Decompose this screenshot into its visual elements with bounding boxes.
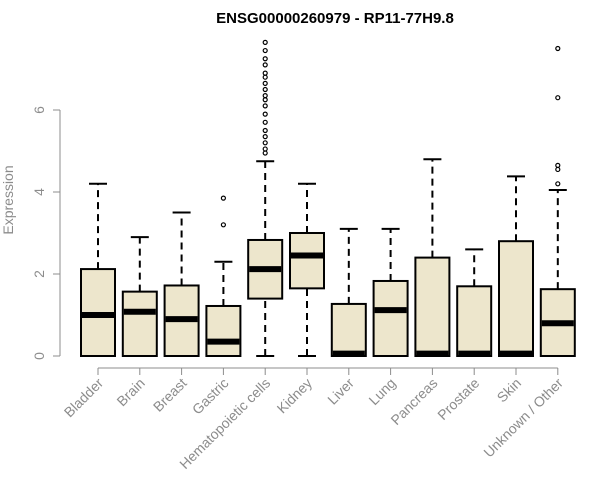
outlier-point <box>262 119 268 125</box>
box-rect <box>456 285 493 357</box>
y-tick-label: 4 <box>31 188 47 196</box>
outlier-point <box>262 93 268 99</box>
box-group <box>205 195 242 358</box>
x-tick-label: Skin <box>494 375 525 406</box>
x-tick-label: Liver <box>324 375 357 408</box>
outlier-point <box>262 146 268 152</box>
box-rect <box>372 279 409 357</box>
x-tick-label: Prostate <box>434 375 482 423</box>
outlier-point <box>262 70 268 76</box>
x-tick-label: Breast <box>150 375 190 415</box>
box-group <box>539 45 576 358</box>
box-group <box>289 182 325 357</box>
boxes-layer <box>80 39 576 358</box>
outlier-point <box>262 62 268 68</box>
box-group <box>414 158 451 358</box>
box-group <box>456 248 493 357</box>
outlier-point <box>262 80 268 86</box>
box-group <box>330 227 367 357</box>
outlier-point <box>220 222 226 228</box>
outlier-point <box>262 39 268 45</box>
box-rect <box>289 232 325 290</box>
outlier-point <box>262 86 268 93</box>
outlier-point <box>262 103 268 109</box>
x-tick-label: Kidney <box>274 375 316 417</box>
outlier-point <box>555 45 561 52</box>
outlier-point <box>555 162 561 168</box>
box-rect <box>330 302 367 357</box>
x-tick-label: Unknown / Other <box>480 375 566 461</box>
outlier-point <box>262 150 268 156</box>
outlier-point <box>262 56 268 62</box>
box-group <box>80 182 116 357</box>
box-group <box>163 211 200 358</box>
outlier-point <box>555 166 561 173</box>
box-rect <box>498 240 534 357</box>
outlier-point <box>262 140 268 146</box>
outlier-point <box>262 111 268 117</box>
y-tick-label: 6 <box>31 106 47 114</box>
chart-title: ENSG00000260979 - RP11-77H9.8 <box>216 10 454 27</box>
outlier-point <box>262 127 268 134</box>
x-tick-label: Bladder <box>61 375 107 421</box>
outlier-point <box>262 47 268 54</box>
outlier-point <box>220 195 226 201</box>
outlier-point <box>262 134 268 140</box>
y-tick-label: 2 <box>31 270 47 278</box>
outlier-point <box>262 97 268 103</box>
box-rect <box>414 256 451 358</box>
y-axis-label: Expression <box>0 165 16 234</box>
outlier-point <box>555 181 561 187</box>
box-group <box>372 227 409 357</box>
x-tick-label: Brain <box>113 375 147 409</box>
box-group <box>121 236 158 358</box>
box-group <box>498 175 534 357</box>
outlier-point <box>555 95 561 101</box>
y-tick-label: 0 <box>31 352 47 360</box>
y-axis: 0 2 4 6 <box>31 106 61 360</box>
outlier-point <box>262 74 268 80</box>
x-tick-label: Lung <box>365 375 398 408</box>
box-rect <box>121 290 158 358</box>
box-rect <box>205 304 242 358</box>
box-group <box>247 39 284 357</box>
